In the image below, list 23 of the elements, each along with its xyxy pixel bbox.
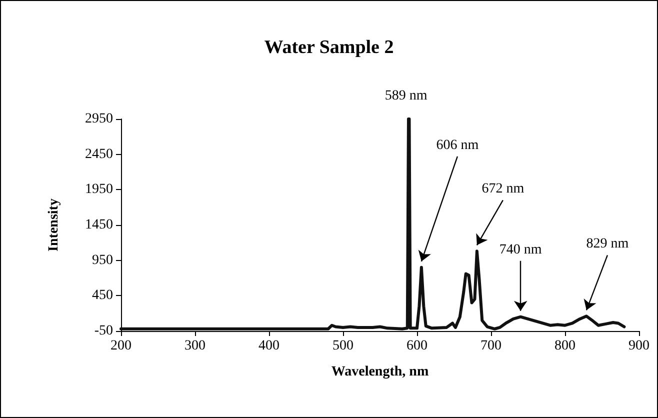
chart-title: Water Sample 2 xyxy=(264,37,394,58)
x-axis-title: Wavelength, nm xyxy=(331,364,429,380)
y-tick-label: 450 xyxy=(92,288,113,304)
y-axis-title: Intensity xyxy=(46,198,62,252)
x-tick-label: 500 xyxy=(332,338,354,354)
x-tick-label: 800 xyxy=(554,338,576,354)
x-tick-label: 200 xyxy=(110,338,132,354)
x-tick-label: 700 xyxy=(480,338,502,354)
y-tick-label: 1950 xyxy=(85,182,113,198)
annotation: 606 nm xyxy=(436,138,479,153)
y-tick-label: 2450 xyxy=(85,146,113,162)
annotation: 829 nm xyxy=(586,236,629,252)
x-tick-label: 400 xyxy=(258,338,280,354)
x-tick-label: 900 xyxy=(628,338,650,354)
x-tick-label: 300 xyxy=(184,338,206,354)
annotation: 589 nm xyxy=(384,88,428,104)
y-tick-label: 2950 xyxy=(85,112,113,126)
annotation: 672 nm xyxy=(482,182,524,197)
y-tick-label: 950 xyxy=(92,252,113,268)
x-tick-label: 600 xyxy=(406,338,428,354)
y-tick-label: -50 xyxy=(94,324,113,338)
y-tick-label: 1450 xyxy=(85,218,113,232)
annotation: 740 nm xyxy=(499,242,542,258)
